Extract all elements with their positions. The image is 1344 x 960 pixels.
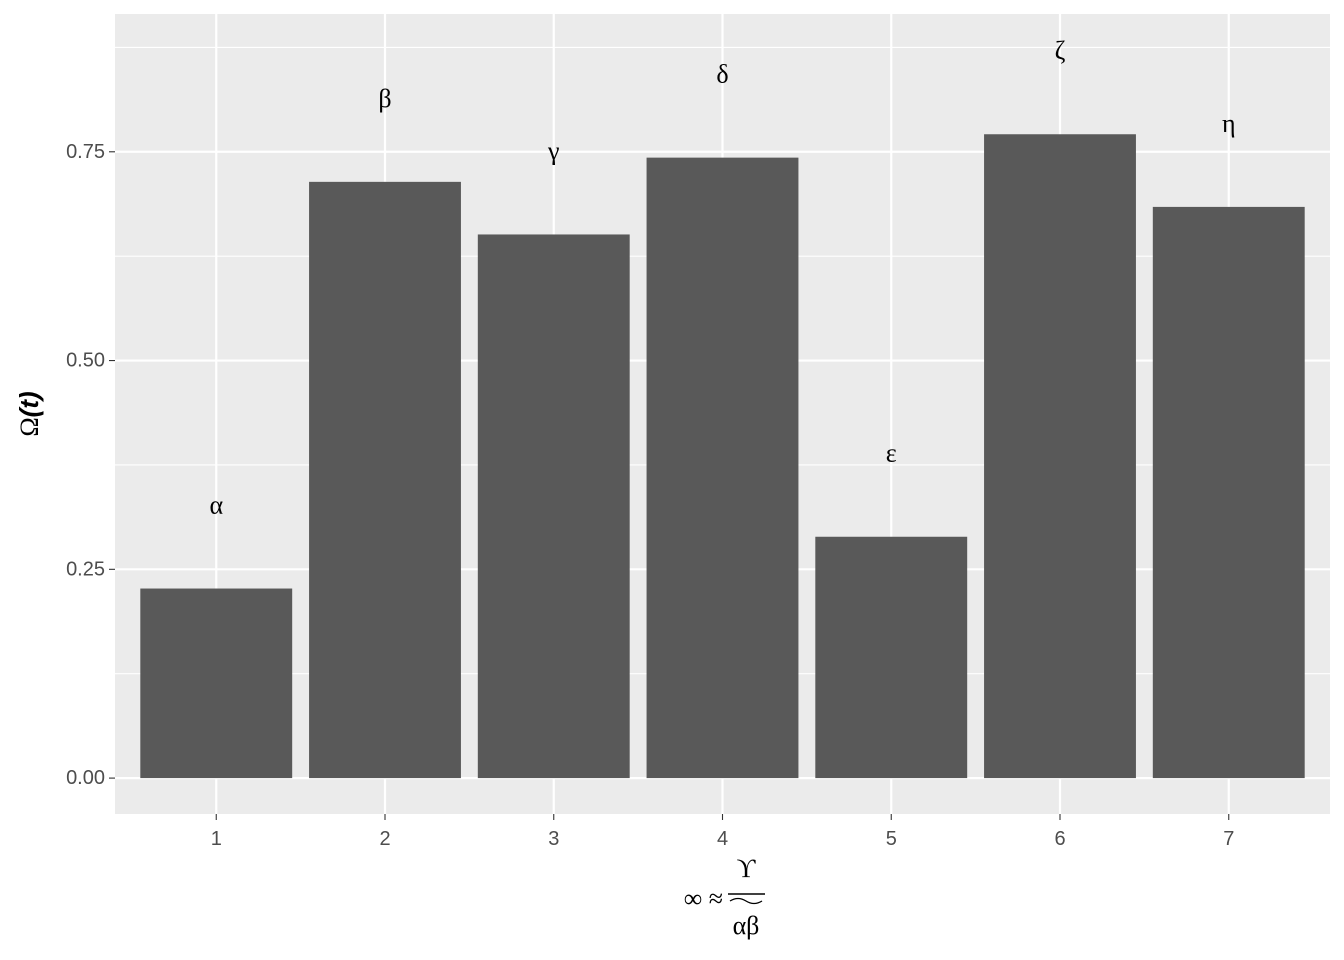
bar-label: η xyxy=(1222,109,1236,138)
bar xyxy=(646,157,799,779)
x-axis-title: ∞ ≈ ϒ αβ xyxy=(684,854,765,940)
y-axis-title: Ω(t) xyxy=(14,391,44,436)
y-tick-label: 0.25 xyxy=(66,558,105,580)
y-title-close-paren: ) xyxy=(14,391,44,403)
x-tick-label: 2 xyxy=(379,828,390,850)
y-tick-label: 0.00 xyxy=(66,767,105,789)
x-tick-label: 1 xyxy=(211,828,222,850)
x-axis-title-denominator: αβ xyxy=(733,911,760,940)
bar-labels: α β γ δ ε ζ η xyxy=(209,36,1235,519)
bar-label: δ xyxy=(716,60,728,89)
tilde-accent xyxy=(729,897,763,905)
x-axis-title-left: ∞ ≈ xyxy=(684,884,723,913)
x-axis-title-numerator: ϒ xyxy=(737,854,757,883)
x-tick-label: 6 xyxy=(1054,828,1065,850)
x-tick-label: 5 xyxy=(886,828,897,850)
y-tick-label: 0.50 xyxy=(66,350,105,372)
x-axis: 1 2 3 4 5 6 7 xyxy=(211,814,1234,850)
bar-label: β xyxy=(378,84,391,113)
bar-label: α xyxy=(209,491,223,520)
x-tick-label: 3 xyxy=(548,828,559,850)
bar-label: γ xyxy=(547,136,560,165)
y-title-omega: Ω xyxy=(15,417,44,436)
x-tick-label: 7 xyxy=(1223,828,1234,850)
y-title-t: t xyxy=(14,399,44,409)
bar xyxy=(815,536,968,779)
bar-label: ε xyxy=(886,439,897,468)
y-axis: 0.00 0.25 0.50 0.75 xyxy=(66,141,115,789)
bar xyxy=(1152,206,1305,779)
bar xyxy=(984,134,1136,779)
bar xyxy=(477,234,630,779)
bar-label: ζ xyxy=(1055,36,1066,65)
bar xyxy=(140,588,293,779)
bars xyxy=(140,134,1305,779)
x-tick-label: 4 xyxy=(717,828,728,850)
bar xyxy=(309,181,461,779)
y-tick-label: 0.75 xyxy=(66,141,105,163)
